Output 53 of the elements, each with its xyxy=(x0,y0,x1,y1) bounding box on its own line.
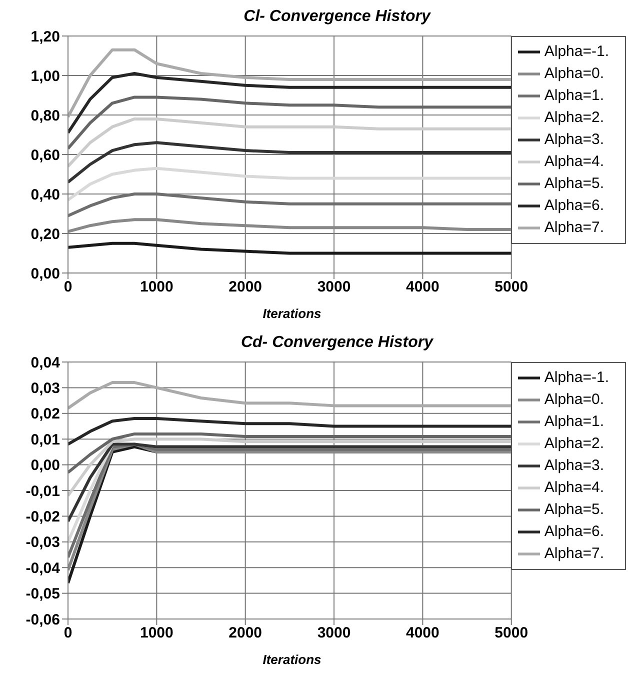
y-tick-label: 0,80 xyxy=(30,107,60,124)
y-tick-label: -0,05 xyxy=(26,586,60,603)
x-axis-title: Iterations xyxy=(262,306,322,323)
y-tick-label: 0,00 xyxy=(30,457,60,474)
legend-label: Alpha=2. xyxy=(544,108,604,126)
legend-label: Alpha=5. xyxy=(544,174,604,192)
x-tick-label: 1000 xyxy=(140,624,174,642)
legend-label: Alpha=6. xyxy=(544,522,604,540)
legend-label: Alpha=5. xyxy=(544,500,604,518)
legend-label: Alpha=6. xyxy=(544,196,604,214)
legend-label: Alpha=7. xyxy=(544,218,604,236)
x-tick-label: 3000 xyxy=(317,624,351,642)
x-tick-label: 0 xyxy=(64,624,72,642)
x-tick-label: 2000 xyxy=(228,278,262,296)
y-tick-label: -0,01 xyxy=(26,482,60,500)
chart-title: Cl- Convergence History xyxy=(242,8,432,26)
y-tick-label: 0,03 xyxy=(30,380,60,398)
legend-label: Alpha=4. xyxy=(544,152,604,170)
y-tick-label: 1,20 xyxy=(30,28,60,46)
y-tick-label: -0,04 xyxy=(26,560,61,577)
y-tick-label: 0,40 xyxy=(30,186,60,204)
legend-label: Alpha=-1. xyxy=(544,368,609,386)
x-axis-title: Iterations xyxy=(262,652,322,669)
x-tick-label: 1000 xyxy=(140,278,174,296)
x-tick-label: 4000 xyxy=(406,624,440,642)
x-tick-label: 4000 xyxy=(406,278,440,296)
y-tick-label: 0,04 xyxy=(30,354,61,372)
legend-label: Alpha=3. xyxy=(544,456,604,474)
legend-label: Alpha=2. xyxy=(544,434,604,452)
x-tick-label: 2000 xyxy=(228,624,262,642)
x-tick-label: 5000 xyxy=(494,278,528,296)
x-tick-label: 0 xyxy=(64,278,72,296)
y-tick-label: 0,01 xyxy=(30,431,60,448)
line-series xyxy=(68,242,512,255)
legend-label: Alpha=4. xyxy=(544,478,604,496)
x-tick-label: 5000 xyxy=(494,624,528,642)
legend-label: Alpha=3. xyxy=(544,130,604,148)
legend-label: Alpha=7. xyxy=(544,544,604,562)
legend-label: Alpha=0. xyxy=(544,64,604,82)
legend-label: Alpha=-1. xyxy=(544,42,609,60)
y-tick-label: -0,02 xyxy=(26,508,60,526)
legend-label: Alpha=0. xyxy=(544,390,604,408)
x-tick-label: 3000 xyxy=(317,278,351,296)
y-tick-label: 0,02 xyxy=(30,406,60,423)
y-tick-label: -0,03 xyxy=(26,534,60,552)
y-tick-label: 0,60 xyxy=(30,146,60,164)
chart-title: Cd- Convergence History xyxy=(240,334,434,352)
legend-label: Alpha=1. xyxy=(544,412,604,430)
y-tick-label: -0,06 xyxy=(26,611,60,628)
y-tick-label: 1,00 xyxy=(30,68,60,85)
legend-label: Alpha=1. xyxy=(544,86,604,104)
y-tick-label: 0,20 xyxy=(30,226,60,243)
y-tick-label: 0,00 xyxy=(30,265,60,282)
